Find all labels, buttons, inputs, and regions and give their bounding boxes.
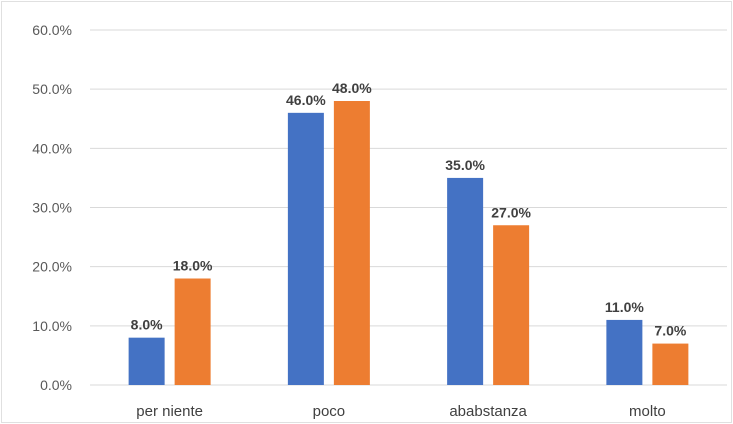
data-label: 48.0%: [332, 80, 372, 96]
bar-poco-series-2: [333, 101, 370, 385]
x-axis-categories: per niente poco ababstanza molto: [136, 403, 665, 420]
y-tick-label: 10.0%: [32, 318, 72, 334]
y-tick-label: 0.0%: [40, 377, 72, 393]
data-label: 18.0%: [173, 258, 213, 274]
category-label: ababstanza: [449, 403, 527, 420]
data-label: 46.0%: [286, 92, 326, 108]
y-tick-label: 50.0%: [32, 81, 72, 97]
y-tick-label: 40.0%: [32, 140, 72, 156]
y-axis-ticks: 0.0% 10.0% 20.0% 30.0% 40.0% 50.0% 60.0%: [32, 22, 72, 393]
data-label: 8.0%: [131, 317, 163, 333]
data-label: 27.0%: [491, 204, 531, 220]
bar-per-niente-series-1: [128, 337, 165, 385]
category-label: poco: [313, 403, 346, 420]
data-label: 11.0%: [605, 299, 644, 315]
data-label: 7.0%: [654, 323, 686, 339]
data-label: 35.0%: [445, 157, 485, 173]
data-labels: 8.0% 18.0% 46.0% 48.0% 35.0% 27.0% 11.0% 7.0%: [131, 80, 687, 339]
bars: [128, 101, 689, 385]
y-tick-label: 60.0%: [32, 22, 72, 38]
bar-poco-series-1: [287, 112, 324, 385]
bar-molto-series-1: [606, 319, 643, 385]
category-label: molto: [629, 403, 666, 420]
category-label: per niente: [136, 403, 203, 420]
bar-molto-series-2: [652, 343, 689, 385]
bar-per-niente-series-2: [174, 278, 211, 385]
bar-ababstanza-series-2: [493, 225, 530, 385]
y-tick-label: 30.0%: [32, 200, 72, 216]
y-tick-label: 20.0%: [32, 259, 72, 275]
bar-ababstanza-series-1: [447, 177, 484, 385]
